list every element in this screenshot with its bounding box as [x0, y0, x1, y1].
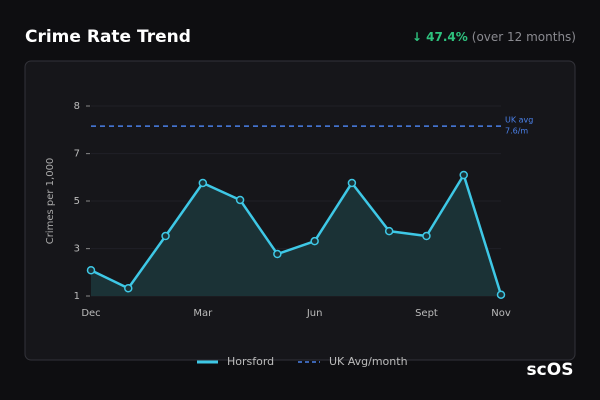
change-note: (over 12 months)	[472, 30, 576, 44]
x-tick-label: Dec	[81, 308, 100, 319]
data-point	[273, 249, 282, 259]
data-point	[198, 178, 208, 188]
change-value: ↓ 47.4%	[412, 30, 468, 44]
x-tick-label: Jun	[306, 308, 323, 319]
data-point	[86, 266, 96, 275]
data-point	[459, 170, 468, 180]
logo: scOS	[527, 360, 574, 380]
data-point	[161, 231, 170, 241]
data-point	[384, 226, 394, 236]
legend-label: UK Avg/month	[329, 355, 408, 368]
data-point	[496, 290, 506, 299]
x-tick-label: Mar	[193, 308, 213, 319]
y-tick-label: 5	[74, 196, 80, 207]
data-point	[347, 178, 357, 188]
title: Crime Rate Trend	[25, 27, 191, 47]
series-line	[90, 173, 503, 296]
reference-label: 7.6/m	[505, 127, 528, 136]
data-point	[310, 236, 319, 246]
y-tick-label: 7	[74, 149, 80, 160]
series-area	[91, 174, 501, 296]
x-tick-label: Nov	[491, 308, 511, 319]
plot: 1 3 5 7 8 Crimes per 1,000 Dec Mar Jun Sept Nov Hor…	[45, 101, 533, 368]
y-axis-label: Crimes per 1,000	[45, 158, 56, 245]
legend-label: Horsford	[227, 355, 274, 368]
y-tick-label: 1	[74, 291, 80, 302]
y-tick-label: 8	[74, 101, 80, 112]
data-point	[422, 231, 431, 241]
data-point	[124, 284, 133, 293]
data-point	[235, 195, 245, 205]
change: ↓ 47.4% (over 12 months)	[412, 30, 576, 44]
reference-label: UK avg	[505, 116, 533, 125]
y-tick-label: 3	[74, 244, 80, 255]
x-tick-label: Sept	[415, 308, 438, 319]
